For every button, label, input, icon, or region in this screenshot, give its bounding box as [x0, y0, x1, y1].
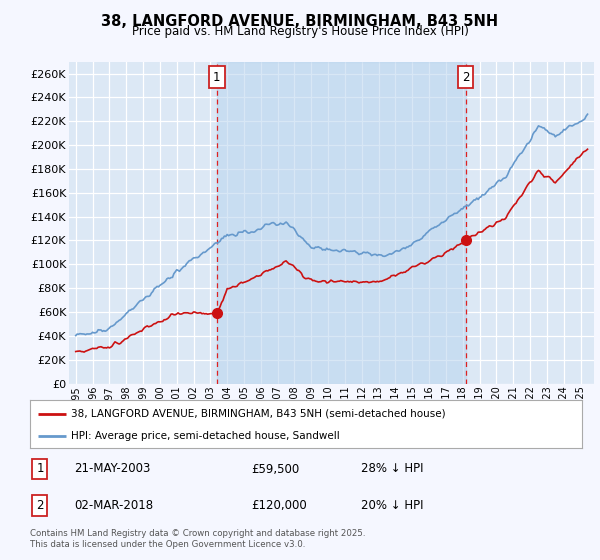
Text: 38, LANGFORD AVENUE, BIRMINGHAM, B43 5NH (semi-detached house): 38, LANGFORD AVENUE, BIRMINGHAM, B43 5NH… — [71, 409, 446, 419]
Text: 1: 1 — [36, 463, 44, 475]
Text: Price paid vs. HM Land Registry's House Price Index (HPI): Price paid vs. HM Land Registry's House … — [131, 25, 469, 38]
Text: 20% ↓ HPI: 20% ↓ HPI — [361, 499, 424, 512]
Text: HPI: Average price, semi-detached house, Sandwell: HPI: Average price, semi-detached house,… — [71, 431, 340, 441]
Text: 2: 2 — [36, 499, 44, 512]
Text: 21-MAY-2003: 21-MAY-2003 — [74, 463, 151, 475]
Text: Contains HM Land Registry data © Crown copyright and database right 2025.
This d: Contains HM Land Registry data © Crown c… — [30, 529, 365, 549]
Text: 2: 2 — [462, 71, 469, 83]
Bar — [217, 62, 466, 384]
Text: 28% ↓ HPI: 28% ↓ HPI — [361, 463, 424, 475]
Text: 02-MAR-2018: 02-MAR-2018 — [74, 499, 153, 512]
Text: 38, LANGFORD AVENUE, BIRMINGHAM, B43 5NH: 38, LANGFORD AVENUE, BIRMINGHAM, B43 5NH — [101, 14, 499, 29]
Text: £59,500: £59,500 — [251, 463, 299, 475]
Text: £120,000: £120,000 — [251, 499, 307, 512]
Text: 1: 1 — [213, 71, 220, 83]
